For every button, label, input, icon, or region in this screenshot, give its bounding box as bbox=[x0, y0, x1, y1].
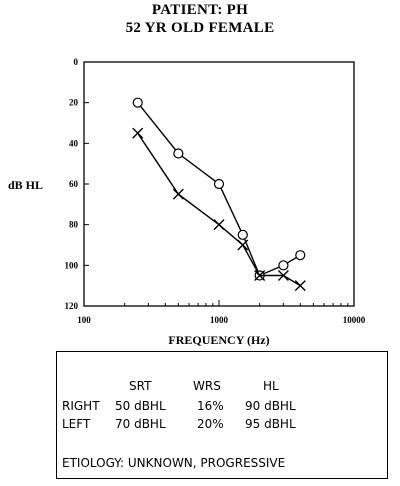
y-tick-label: 0 bbox=[74, 57, 79, 67]
x-marker bbox=[294, 280, 306, 292]
chart-title-line2: 52 YR OLD FEMALE bbox=[125, 20, 275, 36]
circle-marker bbox=[295, 250, 306, 261]
y-tick-label: 40 bbox=[69, 138, 79, 148]
chart-title-line1: PATIENT: PH bbox=[151, 2, 249, 18]
x-marker bbox=[132, 127, 144, 139]
row-right-label: RIGHT bbox=[62, 399, 100, 413]
y-tick-label: 20 bbox=[69, 98, 79, 108]
x-marker bbox=[172, 188, 184, 200]
x-marker bbox=[277, 270, 289, 281]
results-box: SRT WRS HL RIGHT 50 dBHL 16% 90 dBHL LEF… bbox=[56, 351, 388, 479]
y-tick-label: 80 bbox=[69, 220, 79, 230]
etiology-note: ETIOLOGY: UNKNOWN, PROGRESSIVE bbox=[62, 456, 286, 470]
circle-marker bbox=[132, 97, 143, 108]
x-tick-label: 100 bbox=[77, 315, 91, 325]
row-left-srt: 70 dBHL bbox=[115, 417, 166, 431]
y-tick-label: 100 bbox=[65, 260, 79, 270]
circle-marker bbox=[173, 148, 184, 159]
circle-marker bbox=[237, 229, 248, 240]
row-right-hl: 90 dBHL bbox=[245, 399, 296, 413]
row-left-label: LEFT bbox=[62, 417, 91, 431]
x-marker bbox=[237, 239, 249, 251]
audiogram-chart: 0 20 40 60 80 100 120 100 1000 10000 dB HL FREQUENC… bbox=[8, 57, 366, 347]
row-left-wrs: 20% bbox=[197, 417, 224, 431]
y-axis-label: dB HL bbox=[8, 178, 43, 192]
header-hl: HL bbox=[263, 379, 279, 393]
y-tick-label: 60 bbox=[69, 179, 79, 189]
row-right-wrs: 16% bbox=[197, 399, 224, 413]
x-axis-label: FREQUENCY (Hz) bbox=[168, 333, 269, 347]
circle-marker bbox=[213, 178, 225, 190]
row-right-srt: 50 dBHL bbox=[115, 399, 166, 413]
series-2-line bbox=[137, 132, 301, 287]
x-marker bbox=[213, 219, 225, 231]
x-tick-label: 10000 bbox=[343, 315, 366, 325]
x-marker bbox=[254, 270, 266, 281]
series-1-line bbox=[137, 102, 301, 277]
row-left-hl: 95 dBHL bbox=[245, 417, 296, 431]
y-tick-label: 120 bbox=[65, 301, 79, 311]
x-tick-label: 1000 bbox=[210, 315, 229, 325]
header-srt: SRT bbox=[129, 379, 152, 393]
header-wrs: WRS bbox=[193, 379, 221, 393]
circle-marker bbox=[278, 260, 289, 271]
